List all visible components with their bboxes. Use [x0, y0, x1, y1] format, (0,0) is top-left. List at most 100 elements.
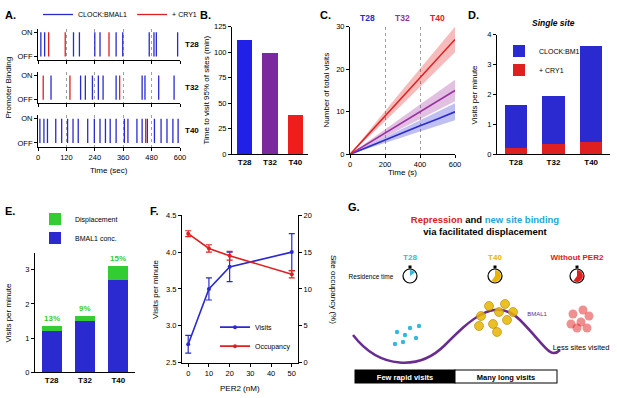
svg-text:ON: ON	[21, 28, 32, 37]
svg-text:3: 3	[25, 265, 29, 274]
svg-text:Repression and new site bindin: Repression and new site binding	[411, 214, 560, 225]
svg-text:T40: T40	[111, 376, 125, 385]
svg-text:50: 50	[218, 99, 226, 108]
svg-text:Occupancy: Occupancy	[255, 343, 291, 351]
svg-text:T28: T28	[509, 158, 523, 167]
svg-text:0: 0	[36, 153, 40, 162]
svg-text:C.: C.	[320, 9, 331, 21]
svg-text:Time (s): Time (s)	[388, 168, 417, 177]
svg-text:0: 0	[304, 358, 308, 367]
svg-text:T40: T40	[185, 126, 199, 135]
svg-text:OFF: OFF	[18, 95, 33, 104]
svg-text:Few rapid visits: Few rapid visits	[377, 373, 433, 382]
svg-text:0: 0	[186, 369, 190, 378]
svg-text:2: 2	[25, 300, 29, 309]
svg-text:ON: ON	[21, 71, 32, 80]
svg-text:BMAL1: BMAL1	[527, 311, 547, 317]
svg-text:200: 200	[379, 160, 392, 169]
svg-text:Number of total visits: Number of total visits	[322, 53, 331, 128]
svg-text:T32: T32	[263, 158, 277, 167]
svg-text:T28: T28	[360, 13, 375, 23]
svg-text:400: 400	[414, 160, 427, 169]
svg-text:30: 30	[246, 369, 254, 378]
svg-text:2: 2	[487, 90, 491, 99]
svg-text:Visits: Visits	[255, 324, 272, 331]
svg-text:25: 25	[218, 124, 226, 133]
svg-text:100: 100	[214, 48, 227, 57]
svg-text:Visits per minute: Visits per minute	[4, 283, 13, 343]
svg-text:30: 30	[336, 22, 344, 31]
svg-text:D.: D.	[468, 9, 479, 21]
svg-text:2.5: 2.5	[166, 358, 176, 367]
svg-text:600: 600	[449, 160, 462, 169]
svg-text:G.: G.	[348, 201, 360, 213]
svg-text:T32: T32	[395, 13, 410, 23]
svg-text:0: 0	[487, 150, 491, 159]
svg-text:75: 75	[218, 73, 226, 82]
svg-text:Residence time: Residence time	[349, 273, 394, 280]
svg-text:T32: T32	[78, 376, 92, 385]
svg-text:OFF: OFF	[18, 52, 33, 61]
svg-text:T32: T32	[547, 158, 561, 167]
svg-text:360: 360	[117, 153, 130, 162]
svg-text:20: 20	[225, 369, 233, 378]
svg-text:1: 1	[25, 334, 29, 343]
svg-text:9%: 9%	[79, 304, 91, 313]
svg-text:T40: T40	[288, 158, 302, 167]
svg-text:E.: E.	[5, 205, 15, 217]
svg-text:T40: T40	[584, 158, 598, 167]
svg-text:5: 5	[304, 321, 308, 330]
svg-text:10: 10	[336, 107, 344, 116]
svg-text:15%: 15%	[110, 254, 126, 263]
svg-text:Visits per minute: Visits per minute	[151, 259, 160, 319]
svg-text:Single site: Single site	[532, 18, 575, 28]
svg-text:600: 600	[174, 153, 187, 162]
svg-text:Visits per minute: Visits per minute	[470, 65, 479, 125]
svg-text:+ CRY1: + CRY1	[172, 11, 197, 18]
svg-text:Site occupancy (%): Site occupancy (%)	[329, 255, 338, 324]
svg-text:1: 1	[487, 120, 491, 129]
svg-text:T40: T40	[430, 13, 445, 23]
svg-text:via facilitated displacement: via facilitated displacement	[423, 226, 547, 237]
svg-text:13%: 13%	[44, 314, 60, 323]
svg-text:0: 0	[348, 160, 352, 169]
svg-text:Promoter Binding: Promoter Binding	[4, 57, 13, 119]
svg-text:A.: A.	[5, 9, 16, 21]
svg-text:3: 3	[487, 60, 491, 69]
svg-text:0: 0	[25, 368, 29, 377]
svg-text:125: 125	[214, 22, 227, 31]
svg-text:PER2 (nM): PER2 (nM)	[220, 384, 260, 393]
svg-text:CLOCK:BM1: CLOCK:BM1	[539, 48, 580, 55]
svg-text:50: 50	[288, 369, 296, 378]
svg-text:BMAL1 conc.: BMAL1 conc.	[75, 235, 117, 242]
svg-text:40: 40	[267, 369, 275, 378]
svg-text:F.: F.	[150, 205, 159, 217]
svg-text:Many long visits: Many long visits	[477, 373, 535, 382]
svg-text:B.: B.	[200, 9, 211, 21]
svg-text:10: 10	[205, 369, 213, 378]
svg-text:T40: T40	[488, 253, 502, 262]
svg-text:Less sites visited: Less sites visited	[553, 343, 610, 352]
svg-text:CLOCK:BMAL1: CLOCK:BMAL1	[78, 11, 127, 18]
svg-text:480: 480	[145, 153, 158, 162]
svg-text:4: 4	[487, 30, 491, 39]
svg-text:3.0: 3.0	[166, 321, 176, 330]
svg-text:15: 15	[304, 248, 312, 257]
svg-text:20: 20	[304, 211, 312, 220]
svg-text:Time to visit 95% of sites (mi: Time to visit 95% of sites (min)	[202, 36, 211, 145]
svg-text:OFF: OFF	[18, 139, 33, 148]
svg-text:0: 0	[340, 150, 344, 159]
svg-text:Displacement: Displacement	[75, 216, 117, 224]
svg-text:240: 240	[89, 153, 102, 162]
svg-text:T28: T28	[403, 253, 417, 262]
svg-text:4.0: 4.0	[166, 248, 176, 257]
svg-text:T28: T28	[185, 40, 199, 49]
svg-text:T28: T28	[45, 376, 59, 385]
svg-text:4.5: 4.5	[166, 211, 176, 220]
svg-text:+ CRY1: + CRY1	[539, 67, 564, 74]
svg-text:T28: T28	[238, 158, 252, 167]
svg-text:Time (sec): Time (sec)	[90, 166, 128, 175]
svg-text:Without PER2: Without PER2	[551, 253, 604, 262]
svg-text:T32: T32	[185, 83, 199, 92]
svg-text:10: 10	[304, 285, 312, 294]
